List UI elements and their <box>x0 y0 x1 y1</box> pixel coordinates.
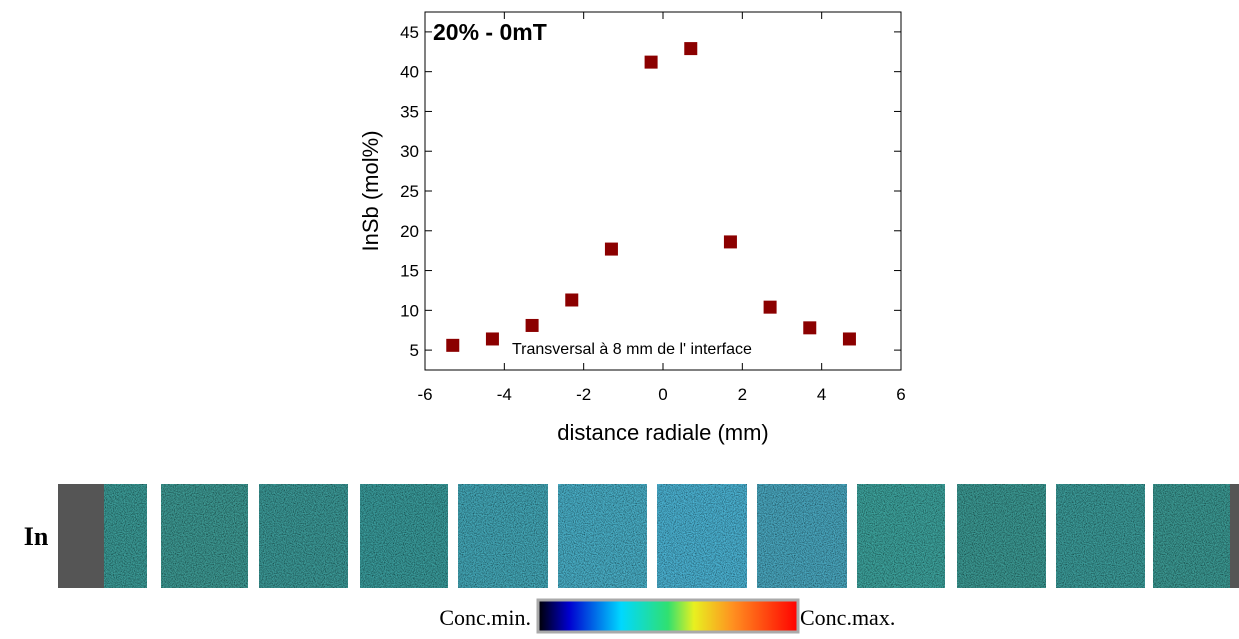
plot: 20% - 0mT Transversal à 8 mm de l' inter… <box>358 11 906 445</box>
x-tick-label: 0 <box>658 385 667 404</box>
sample-image <box>1153 484 1230 588</box>
x-tick-label: 2 <box>738 385 747 404</box>
sample-image <box>657 484 747 588</box>
point <box>485 332 499 346</box>
point <box>763 300 777 314</box>
colorbar-max-label: Conc.max. <box>800 605 895 630</box>
y-tick-label: 40 <box>400 63 419 82</box>
y-tick-label: 5 <box>410 341 419 360</box>
x-tick-label: -4 <box>497 385 512 404</box>
x-tick-label: 4 <box>817 385 826 404</box>
sample-image <box>857 484 945 588</box>
y-axis-label: InSb (mol%) <box>358 130 383 251</box>
x-tick-label: -2 <box>576 385 591 404</box>
y-tick-label: 30 <box>400 142 419 161</box>
x-axis-label: distance radiale (mm) <box>557 420 769 445</box>
sample-image <box>360 484 448 588</box>
sample-image <box>458 484 548 588</box>
point <box>644 55 658 69</box>
point <box>565 293 579 307</box>
sample-image <box>1056 484 1145 588</box>
annotation: Transversal à 8 mm de l' interface <box>512 341 752 358</box>
y-tick-label: 45 <box>400 23 419 42</box>
y-tick-label: 10 <box>400 301 419 320</box>
point <box>684 42 698 56</box>
point <box>723 235 737 249</box>
sample-image <box>104 484 147 588</box>
y-tick-label: 15 <box>400 262 419 281</box>
sample-edge <box>1230 484 1239 588</box>
y-tick-label: 20 <box>400 222 419 241</box>
y-tick-label: 35 <box>400 102 419 121</box>
sample-image <box>558 484 647 588</box>
sample-image <box>757 484 847 588</box>
y-tick-label: 25 <box>400 182 419 201</box>
sample-image <box>259 484 348 588</box>
point <box>604 242 618 256</box>
point <box>803 321 817 335</box>
sample-image <box>957 484 1046 588</box>
colorbar: Conc.min. Conc.max. <box>439 598 895 634</box>
strip-label: In <box>24 522 49 551</box>
point <box>525 318 539 332</box>
image-strip: In <box>24 484 1239 588</box>
sample-edge <box>58 484 104 588</box>
panel-title: 20% - 0mT <box>433 19 547 45</box>
point <box>446 338 460 352</box>
colorbar-gradient <box>536 598 800 634</box>
point <box>842 332 856 346</box>
x-tick-label: -6 <box>417 385 432 404</box>
plot-frame <box>424 11 902 371</box>
sample-image <box>161 484 248 588</box>
colorbar-min-label: Conc.min. <box>439 605 531 630</box>
x-tick-label: 6 <box>896 385 905 404</box>
